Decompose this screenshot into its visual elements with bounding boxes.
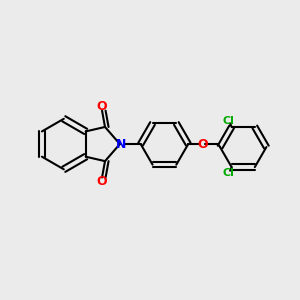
Text: Cl: Cl <box>223 116 235 126</box>
Text: O: O <box>97 100 107 113</box>
Text: N: N <box>116 138 127 151</box>
Text: O: O <box>197 138 208 151</box>
Text: Cl: Cl <box>223 168 235 178</box>
Text: O: O <box>97 176 107 188</box>
